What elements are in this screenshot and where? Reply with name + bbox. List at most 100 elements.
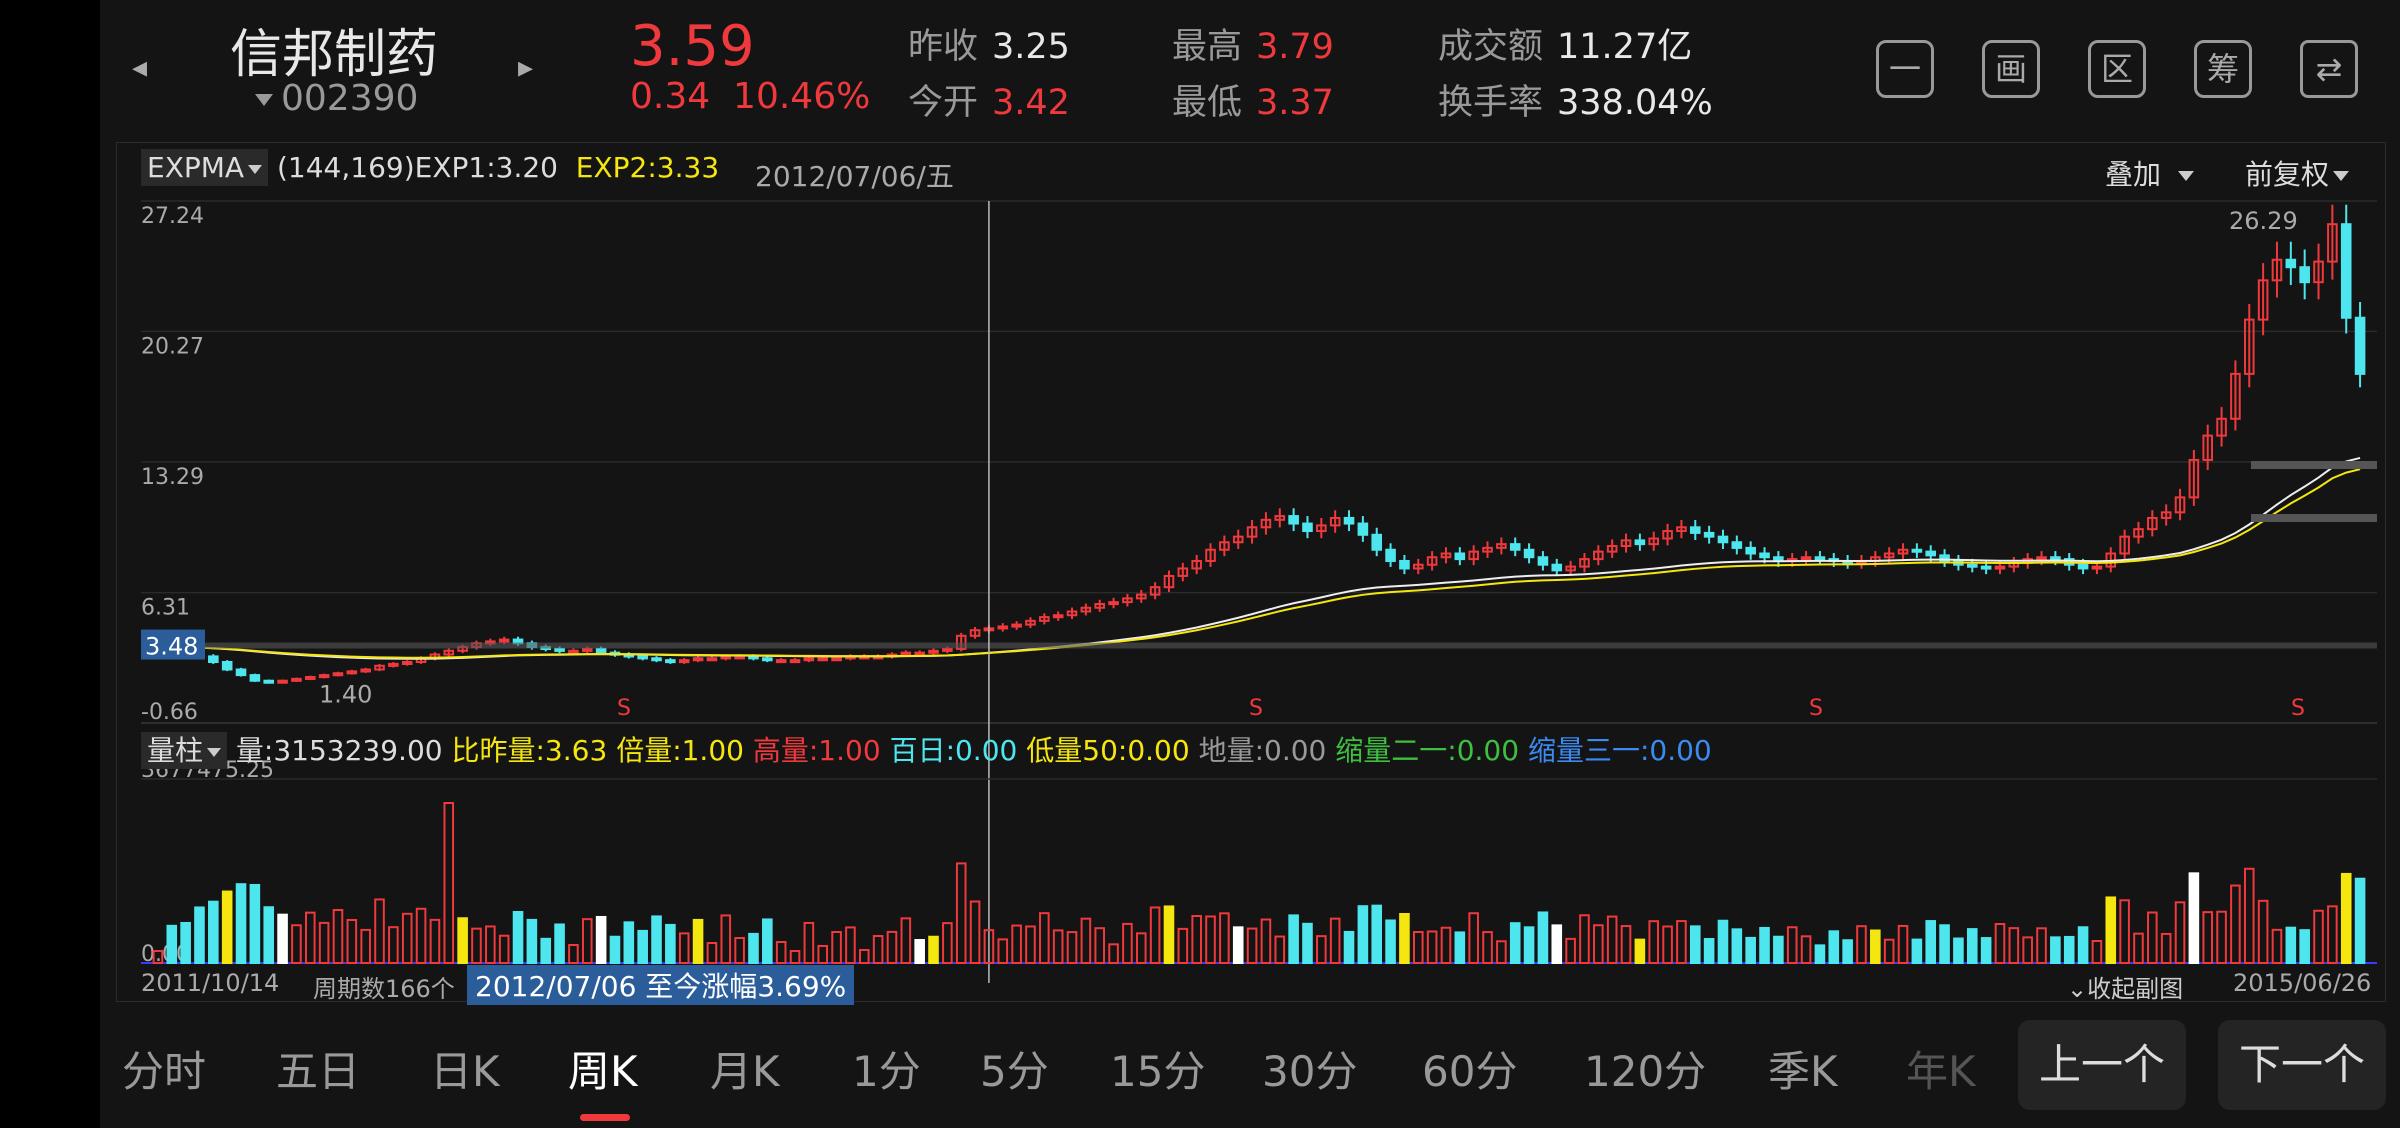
candle-body (817, 657, 829, 662)
volume-bar (1911, 938, 1923, 965)
volume-bar (1814, 944, 1826, 964)
kline-svg[interactable]: 27.24 20.27 13.29 6.31 -0.66 3.48 1.40 26.29 S S S… (117, 143, 2385, 1001)
tab-3[interactable]: 周K (568, 1038, 638, 1121)
volume-bar (969, 900, 981, 964)
kline-chart-panel[interactable]: 27.24 20.27 13.29 6.31 -0.66 3.48 1.40 26.29 S S S… (116, 142, 2386, 1005)
volume-bar (2257, 899, 2269, 964)
volume-bar (1620, 925, 1632, 965)
volume-bar (1648, 920, 1660, 965)
volume-bar (983, 929, 995, 964)
range-gain-badge[interactable]: 2012/07/06 至今涨幅3.69% (467, 965, 855, 1005)
candle-body (1205, 548, 1216, 562)
candle-body (1426, 556, 1438, 566)
collapse-label: 收起副图 (2087, 975, 2184, 1003)
volume-selector[interactable]: 量柱 (141, 732, 228, 769)
s-mark: S (2291, 696, 2305, 721)
switch-device-icon[interactable]: ⇄ (2300, 40, 2358, 98)
tab-6[interactable]: 5分 (980, 1047, 1049, 1096)
period-tabs: 分时 五日 日K 周K 月K 1分 5分 15分 30分 60分 120分 季K 年K 上一个 下一个 (100, 1010, 2400, 1128)
cursor-value: 3.48 (145, 633, 198, 661)
volume-selector-label: 量柱 (147, 734, 204, 767)
candle-body (1966, 563, 1978, 568)
volume-bar (208, 900, 219, 964)
quote-value: 11.27亿 (1557, 27, 1693, 67)
minus-icon[interactable]: 一 (1876, 40, 1934, 98)
y-tick-label: -0.66 (141, 700, 198, 725)
candle-body (1260, 518, 1272, 529)
candle-body (1288, 515, 1299, 525)
next-stock-arrow-icon[interactable]: ▸ (518, 50, 534, 85)
volume-bar (1426, 930, 1438, 964)
range-icon[interactable]: 区 (2088, 40, 2146, 98)
tab-0[interactable]: 分时 (122, 1047, 207, 1096)
candle-body (2174, 496, 2186, 514)
prev-stock-arrow-icon[interactable]: ◂ (132, 50, 148, 85)
high-label: 26.29 (2229, 207, 2298, 235)
overlay-selector[interactable]: 叠加 (2105, 153, 2194, 193)
volume-bar (1870, 929, 1881, 964)
tab-2[interactable]: 日K (430, 1047, 500, 1096)
draw-icon[interactable]: 画 (1982, 40, 2040, 98)
volume-bar (1329, 917, 1341, 965)
candle-body (803, 657, 815, 662)
candle-body (2243, 318, 2255, 375)
quote-label: 最低 (1172, 83, 1243, 123)
candle-body (318, 674, 330, 679)
adjust-label: 前复权 (2245, 158, 2330, 191)
collapse-subchart[interactable]: ⌄收起副图 (2067, 969, 2183, 1004)
candle-body (1634, 539, 1646, 546)
resistance-band (2251, 514, 2377, 522)
chip-icon[interactable]: 筹 (2194, 40, 2252, 98)
candle-body (900, 651, 912, 656)
candle-body (568, 649, 579, 654)
indicator-selector[interactable]: EXPMA (141, 149, 269, 186)
candle-body (332, 672, 344, 677)
volume-bar (1343, 930, 1355, 965)
volume-bar (457, 917, 468, 964)
volume-bar (2230, 884, 2241, 964)
volume-bar (2008, 927, 2020, 965)
low-label: 1.40 (319, 680, 372, 708)
volume-bar (332, 909, 344, 964)
quote-label: 成交额 (1438, 27, 1544, 67)
prev-button[interactable]: 上一个 (2018, 1020, 2186, 1110)
tab-12[interactable]: 年K (1906, 1047, 1976, 1096)
candle-body (263, 679, 275, 684)
tab-7[interactable]: 15分 (1110, 1047, 1206, 1096)
candle-body (2313, 260, 2324, 284)
candle-body (1676, 526, 1687, 533)
tab-1[interactable]: 五日 (276, 1047, 361, 1096)
tab-9[interactable]: 60分 (1422, 1047, 1518, 1096)
candle-body (304, 675, 316, 680)
tab-5[interactable]: 1分 (852, 1047, 921, 1096)
start-date: 2011/10/14 (141, 969, 280, 997)
tab-8[interactable]: 30分 (1262, 1047, 1358, 1096)
candle-body (1925, 550, 1937, 557)
volume-bar (1579, 914, 1590, 965)
tab-10[interactable]: 120分 (1584, 1047, 1707, 1096)
candle-body (2050, 556, 2061, 561)
candle-body (498, 638, 510, 643)
change-value: 0.34 (630, 76, 711, 117)
candle-body (1662, 530, 1673, 540)
quote-value: 3.79 (1256, 27, 1334, 67)
volume-bar (1842, 939, 1853, 964)
candle-body (360, 668, 371, 673)
candle-body (1606, 545, 1618, 553)
next-button[interactable]: 下一个 (2218, 1020, 2386, 1110)
candle-body (1454, 552, 1466, 561)
volume-bar (1966, 928, 1978, 965)
volume-bar (1094, 927, 1106, 965)
volume-bar (1537, 911, 1549, 965)
tab-4[interactable]: 月K (710, 1047, 780, 1096)
volume-bar (388, 926, 399, 965)
candle-body (1052, 614, 1064, 619)
adjust-selector[interactable]: 前复权 (2245, 153, 2350, 193)
volume-bar (401, 912, 413, 964)
stock-code[interactable]: 002390 (255, 78, 418, 119)
current-price: 3.59 (630, 14, 755, 79)
candle-body (1385, 548, 1396, 562)
volume-bar (2036, 927, 2047, 965)
tab-11[interactable]: 季K (1768, 1047, 1838, 1096)
candle-body (2285, 258, 2297, 269)
